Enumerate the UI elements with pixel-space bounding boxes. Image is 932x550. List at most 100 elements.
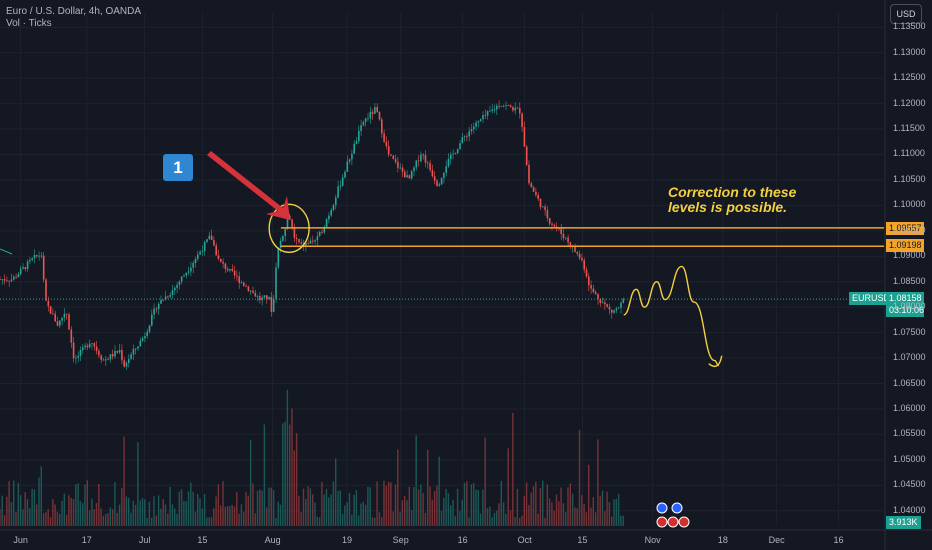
price-tick-label: 1.10000 [893, 199, 926, 210]
candle-body [116, 351, 119, 353]
candle-body [484, 115, 487, 116]
candle-body [390, 154, 392, 156]
candle-body [224, 263, 227, 269]
volume-bar [155, 515, 157, 526]
candle-body [132, 349, 135, 355]
volume-bar [134, 504, 137, 526]
candle-body [263, 295, 266, 298]
candle-body [151, 314, 153, 326]
candle-body [19, 268, 22, 275]
volume-bar [65, 514, 68, 526]
volume-bar [410, 510, 413, 526]
candle-body [316, 236, 319, 241]
candle-body [542, 206, 544, 208]
volume-bar [493, 512, 496, 526]
volume-bar [224, 506, 226, 526]
volume-bar [240, 504, 243, 526]
candle-body [118, 350, 121, 353]
event-marker-icon [667, 516, 679, 528]
candle-body [539, 198, 542, 208]
volume-bar [245, 491, 247, 526]
volume-bar [427, 449, 429, 526]
volume-bar [383, 480, 385, 526]
volume-bar [417, 489, 420, 526]
volume-bar [263, 424, 266, 526]
candle-body [183, 275, 185, 277]
candle-body [406, 175, 408, 178]
currency-button[interactable]: USD [890, 4, 922, 24]
candle-body [157, 303, 160, 309]
volume-bar [597, 439, 599, 526]
candle-body [378, 111, 381, 120]
volume-bar [585, 512, 588, 526]
volume-bar [620, 515, 622, 526]
candle-body [622, 298, 625, 303]
candle-body [42, 255, 45, 280]
candle-body [208, 235, 211, 240]
volume-bar [309, 488, 312, 526]
candle-body [562, 233, 565, 238]
volume-bar [401, 500, 404, 526]
candle-body [569, 242, 572, 247]
volume-bar [611, 516, 613, 526]
volume-indicator-label[interactable]: Vol · Ticks [6, 18, 52, 29]
candle-body [102, 359, 105, 361]
candle-body [374, 107, 376, 114]
correction-note: Correction to these levels is possible. [668, 185, 858, 215]
volume-bar [116, 512, 118, 526]
volume-bar [590, 507, 592, 526]
candle-body [551, 223, 553, 225]
candle-body [447, 159, 450, 167]
candle-body [620, 302, 622, 308]
volume-bar [381, 517, 383, 526]
candle-body [565, 237, 567, 239]
candle-body [574, 246, 576, 252]
candle-body [15, 276, 17, 278]
volume-bar [226, 506, 229, 526]
volume-bar [316, 516, 318, 526]
time-tick-label: 19 [341, 535, 352, 545]
volume-bar [31, 488, 33, 526]
candle-body [272, 298, 275, 312]
volume-bar [367, 486, 369, 526]
volume-bar [482, 489, 484, 526]
candle-body [608, 306, 611, 310]
volume-bar [137, 442, 139, 526]
volume-bar [171, 504, 174, 526]
volume-bar [330, 494, 332, 526]
candle-body [197, 254, 199, 259]
candle-body [344, 171, 346, 178]
candle-body [463, 136, 466, 138]
candle-body [532, 187, 535, 192]
candle-body [63, 313, 66, 318]
volume-bar [392, 511, 394, 526]
volume-bar [604, 511, 606, 526]
candle-body [443, 172, 445, 179]
volume-bar [213, 508, 215, 526]
candle-body [339, 185, 342, 187]
volume-bar [261, 490, 263, 526]
volume-bar [475, 489, 477, 526]
candle-body [215, 245, 217, 256]
candle-body [528, 164, 530, 184]
candle-body [146, 331, 148, 337]
projected-path [623, 265, 719, 367]
volume-bar [404, 495, 406, 526]
candle-body [137, 346, 139, 349]
candle-body [496, 105, 498, 110]
candle-body [213, 240, 215, 246]
volume-bar [374, 517, 376, 526]
volume-bar [422, 492, 424, 526]
volume-bar [615, 498, 617, 526]
volume-bar [413, 487, 415, 526]
volume-bar [500, 480, 502, 526]
volume-bar [125, 496, 128, 526]
volume-bar [6, 496, 8, 526]
candle-body [461, 137, 464, 144]
volume-bar [318, 517, 321, 526]
volume-bar [75, 484, 77, 526]
candle-body [226, 268, 229, 271]
volume-bar [238, 513, 240, 526]
